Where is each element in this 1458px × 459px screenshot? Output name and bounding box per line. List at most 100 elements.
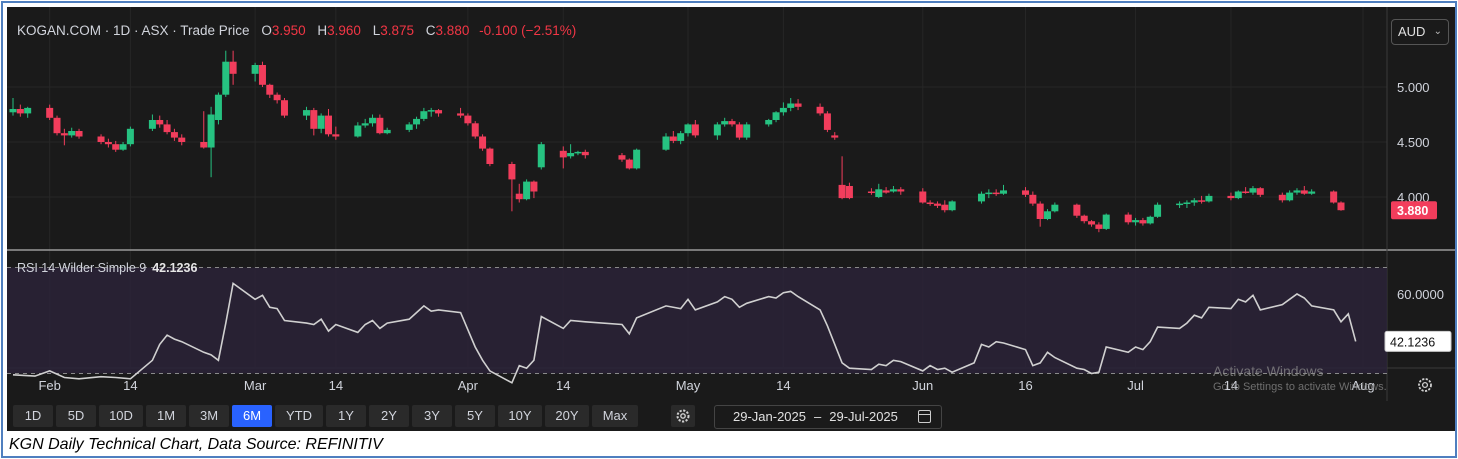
range-button-ytd[interactable]: YTD: [275, 405, 323, 427]
change-value: -0.100 (−2.51%): [479, 23, 577, 38]
candle-body: [977, 193, 985, 202]
candle-body: [266, 84, 274, 95]
time-tick-label: 14: [556, 378, 570, 393]
candle-body: [9, 109, 17, 113]
candle-body: [97, 136, 105, 142]
date-separator: –: [814, 409, 822, 424]
candle-body: [1022, 190, 1030, 195]
candle-body: [1286, 192, 1294, 201]
candle-body: [743, 124, 751, 138]
candle-body: [435, 110, 443, 114]
candle-body: [999, 190, 1007, 194]
time-tick-label: Jul: [1127, 378, 1144, 393]
range-button-3y[interactable]: 3Y: [412, 405, 452, 427]
candle-body: [845, 186, 853, 199]
candle-body: [1036, 203, 1044, 219]
range-button-max[interactable]: Max: [592, 405, 638, 427]
date-range-picker[interactable]: 29-Jan-2025–29-Jul-2025: [714, 405, 942, 429]
range-button-10y[interactable]: 10Y: [498, 405, 542, 427]
symbol-title: KOGAN.COM · 1D · ASX · Trade Price: [17, 23, 250, 38]
candle-body: [332, 134, 340, 137]
range-button-1y[interactable]: 1Y: [326, 405, 366, 427]
candle-body: [684, 124, 692, 134]
candle-body: [721, 121, 729, 125]
time-tick-label: May: [676, 378, 701, 393]
candle-body: [823, 113, 831, 130]
candle-body: [207, 114, 215, 148]
candle-body: [258, 65, 266, 85]
rsi-value: 42.1236: [152, 261, 198, 275]
figure-caption: KGN Daily Technical Chart, Data Source: …: [9, 436, 383, 453]
settings-button[interactable]: [671, 405, 695, 427]
time-tick-label: 14: [329, 378, 343, 393]
candle-body: [1227, 195, 1235, 199]
range-button-10d[interactable]: 10D: [99, 405, 143, 427]
candle-body: [735, 124, 743, 138]
candle-body: [669, 136, 677, 141]
time-tick-label: Mar: [244, 378, 267, 393]
rsi-last-label: 42.1236: [1390, 335, 1435, 349]
range-button-20y[interactable]: 20Y: [545, 405, 589, 427]
candle-body: [457, 113, 465, 116]
candle-body: [1044, 211, 1052, 219]
range-button-6m[interactable]: 6M: [232, 405, 272, 427]
candle-body: [772, 112, 780, 120]
chart-panel[interactable]: 5.000 4.500 4.000 3.880 60.0000 42.1236 Feb 14 M…: [7, 7, 1455, 431]
time-tick-label: Aug: [1351, 378, 1374, 393]
candle-body: [60, 133, 68, 136]
candle-body: [926, 202, 934, 204]
candle-body: [1293, 190, 1301, 193]
range-button-1d[interactable]: 1D: [13, 405, 53, 427]
candle-body: [1198, 200, 1206, 202]
rsi-title: RSI 14 Wilder Simple 9: [17, 261, 147, 275]
low-value: 3.875: [380, 23, 415, 38]
candle-body: [405, 124, 413, 130]
candle-body: [24, 107, 32, 114]
candle-body: [1300, 190, 1308, 194]
candle-body: [148, 120, 156, 129]
candle-body: [222, 61, 230, 95]
gear-icon: [676, 409, 690, 423]
activate-windows-subtitle: Go to Settings to activate Windows.: [1213, 381, 1387, 393]
candle-body: [16, 109, 24, 114]
time-tick-label: 16: [1018, 378, 1032, 393]
candle-body: [1256, 188, 1264, 195]
candle-body: [985, 192, 993, 195]
rsi-line: [12, 282, 1357, 384]
candle-body: [369, 117, 377, 124]
range-button-5d[interactable]: 5D: [56, 405, 96, 427]
candle-body: [728, 121, 736, 125]
high-label: H: [317, 23, 328, 38]
close-value: 3.880: [435, 23, 470, 38]
range-button-3m[interactable]: 3M: [189, 405, 229, 427]
candle-body: [875, 189, 883, 197]
range-button-5y[interactable]: 5Y: [455, 405, 495, 427]
candle-body: [383, 129, 391, 134]
range-button-1m[interactable]: 1M: [146, 405, 186, 427]
candle-body: [178, 137, 186, 142]
candle-body: [794, 103, 802, 107]
candle-body: [1234, 191, 1242, 199]
time-tick-label: 14: [1224, 378, 1238, 393]
time-axis-settings-icon[interactable]: [1418, 378, 1432, 392]
candle-body: [1124, 214, 1132, 223]
candle-body: [662, 136, 670, 150]
gear-icon: [1418, 378, 1432, 392]
candle-body: [838, 184, 846, 199]
candle-body: [567, 153, 575, 157]
range-button-2y[interactable]: 2Y: [369, 405, 409, 427]
last-price-label: 3.880: [1397, 204, 1428, 218]
candle-body: [68, 131, 76, 136]
candle-body: [1051, 204, 1059, 212]
candle-body: [112, 144, 120, 150]
currency-select[interactable]: AUD ⌄: [1391, 19, 1449, 45]
candle-body: [633, 149, 641, 169]
rsi-pane: [7, 267, 1387, 384]
candle-body: [508, 164, 516, 180]
candle-body: [324, 115, 332, 135]
candle-body: [53, 117, 61, 134]
open-value: 3.950: [271, 23, 306, 38]
candle-body: [1102, 214, 1110, 229]
